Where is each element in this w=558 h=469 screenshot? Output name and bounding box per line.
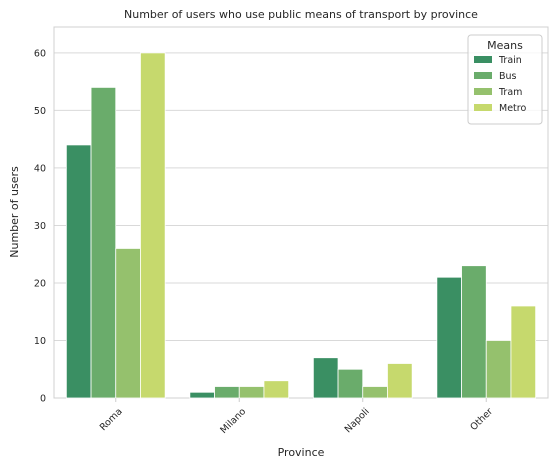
y-tick-label: 20 (34, 278, 46, 289)
bar-metro-milano (263, 380, 290, 399)
legend-title: Means (487, 39, 523, 52)
plot-area (53, 26, 549, 399)
x-tick-label: Other (468, 406, 495, 433)
y-tick-label: 40 (34, 163, 46, 174)
bar-metro-napoli (387, 363, 413, 399)
legend-label-bus: Bus (499, 71, 517, 82)
legend: Means Train Bus Tram Metro (467, 34, 543, 125)
bar-train-napoli (312, 357, 339, 399)
bar-train-milano (189, 391, 215, 399)
bar-bus-roma (90, 86, 117, 399)
x-axis-ticks: Roma Milano Napoli Other (98, 398, 495, 436)
bar-tram-other (485, 340, 512, 399)
bar-bus-milano (214, 386, 240, 399)
x-axis-label: Province (278, 446, 325, 459)
y-axis-ticks: 0 10 20 30 40 50 60 (34, 48, 46, 404)
legend-label-tram: Tram (498, 87, 522, 98)
legend-label-metro: Metro (499, 103, 526, 114)
bar-tram-napoli (362, 386, 388, 399)
bar-bus-napoli (337, 368, 364, 399)
y-tick-label: 50 (34, 106, 46, 117)
bar-train-other (436, 276, 462, 399)
legend-items: Train Bus Tram Metro (474, 55, 526, 114)
y-tick-label: 0 (40, 394, 46, 405)
y-tick-label: 60 (34, 48, 46, 59)
legend-swatch-metro (474, 104, 492, 111)
x-tick-label: Roma (98, 406, 125, 433)
chart-title: Number of users who use public means of … (124, 8, 478, 21)
bar-train-roma (65, 144, 92, 399)
bar-metro-roma (140, 52, 166, 399)
y-tick-label: 30 (34, 221, 46, 232)
y-axis-label: Number of users (8, 166, 21, 258)
legend-swatch-bus (474, 72, 492, 79)
x-tick-label: Milano (218, 406, 248, 436)
legend-label-train: Train (498, 55, 522, 66)
bar-tram-milano (238, 386, 265, 399)
bar-tram-roma (115, 248, 141, 399)
bar-bus-other (461, 265, 487, 399)
x-tick-label: Napoli (343, 406, 372, 435)
legend-swatch-train (474, 56, 492, 63)
legend-swatch-tram (474, 88, 492, 95)
y-tick-label: 10 (34, 336, 46, 347)
bars (65, 52, 537, 399)
bar-metro-other (510, 305, 537, 399)
